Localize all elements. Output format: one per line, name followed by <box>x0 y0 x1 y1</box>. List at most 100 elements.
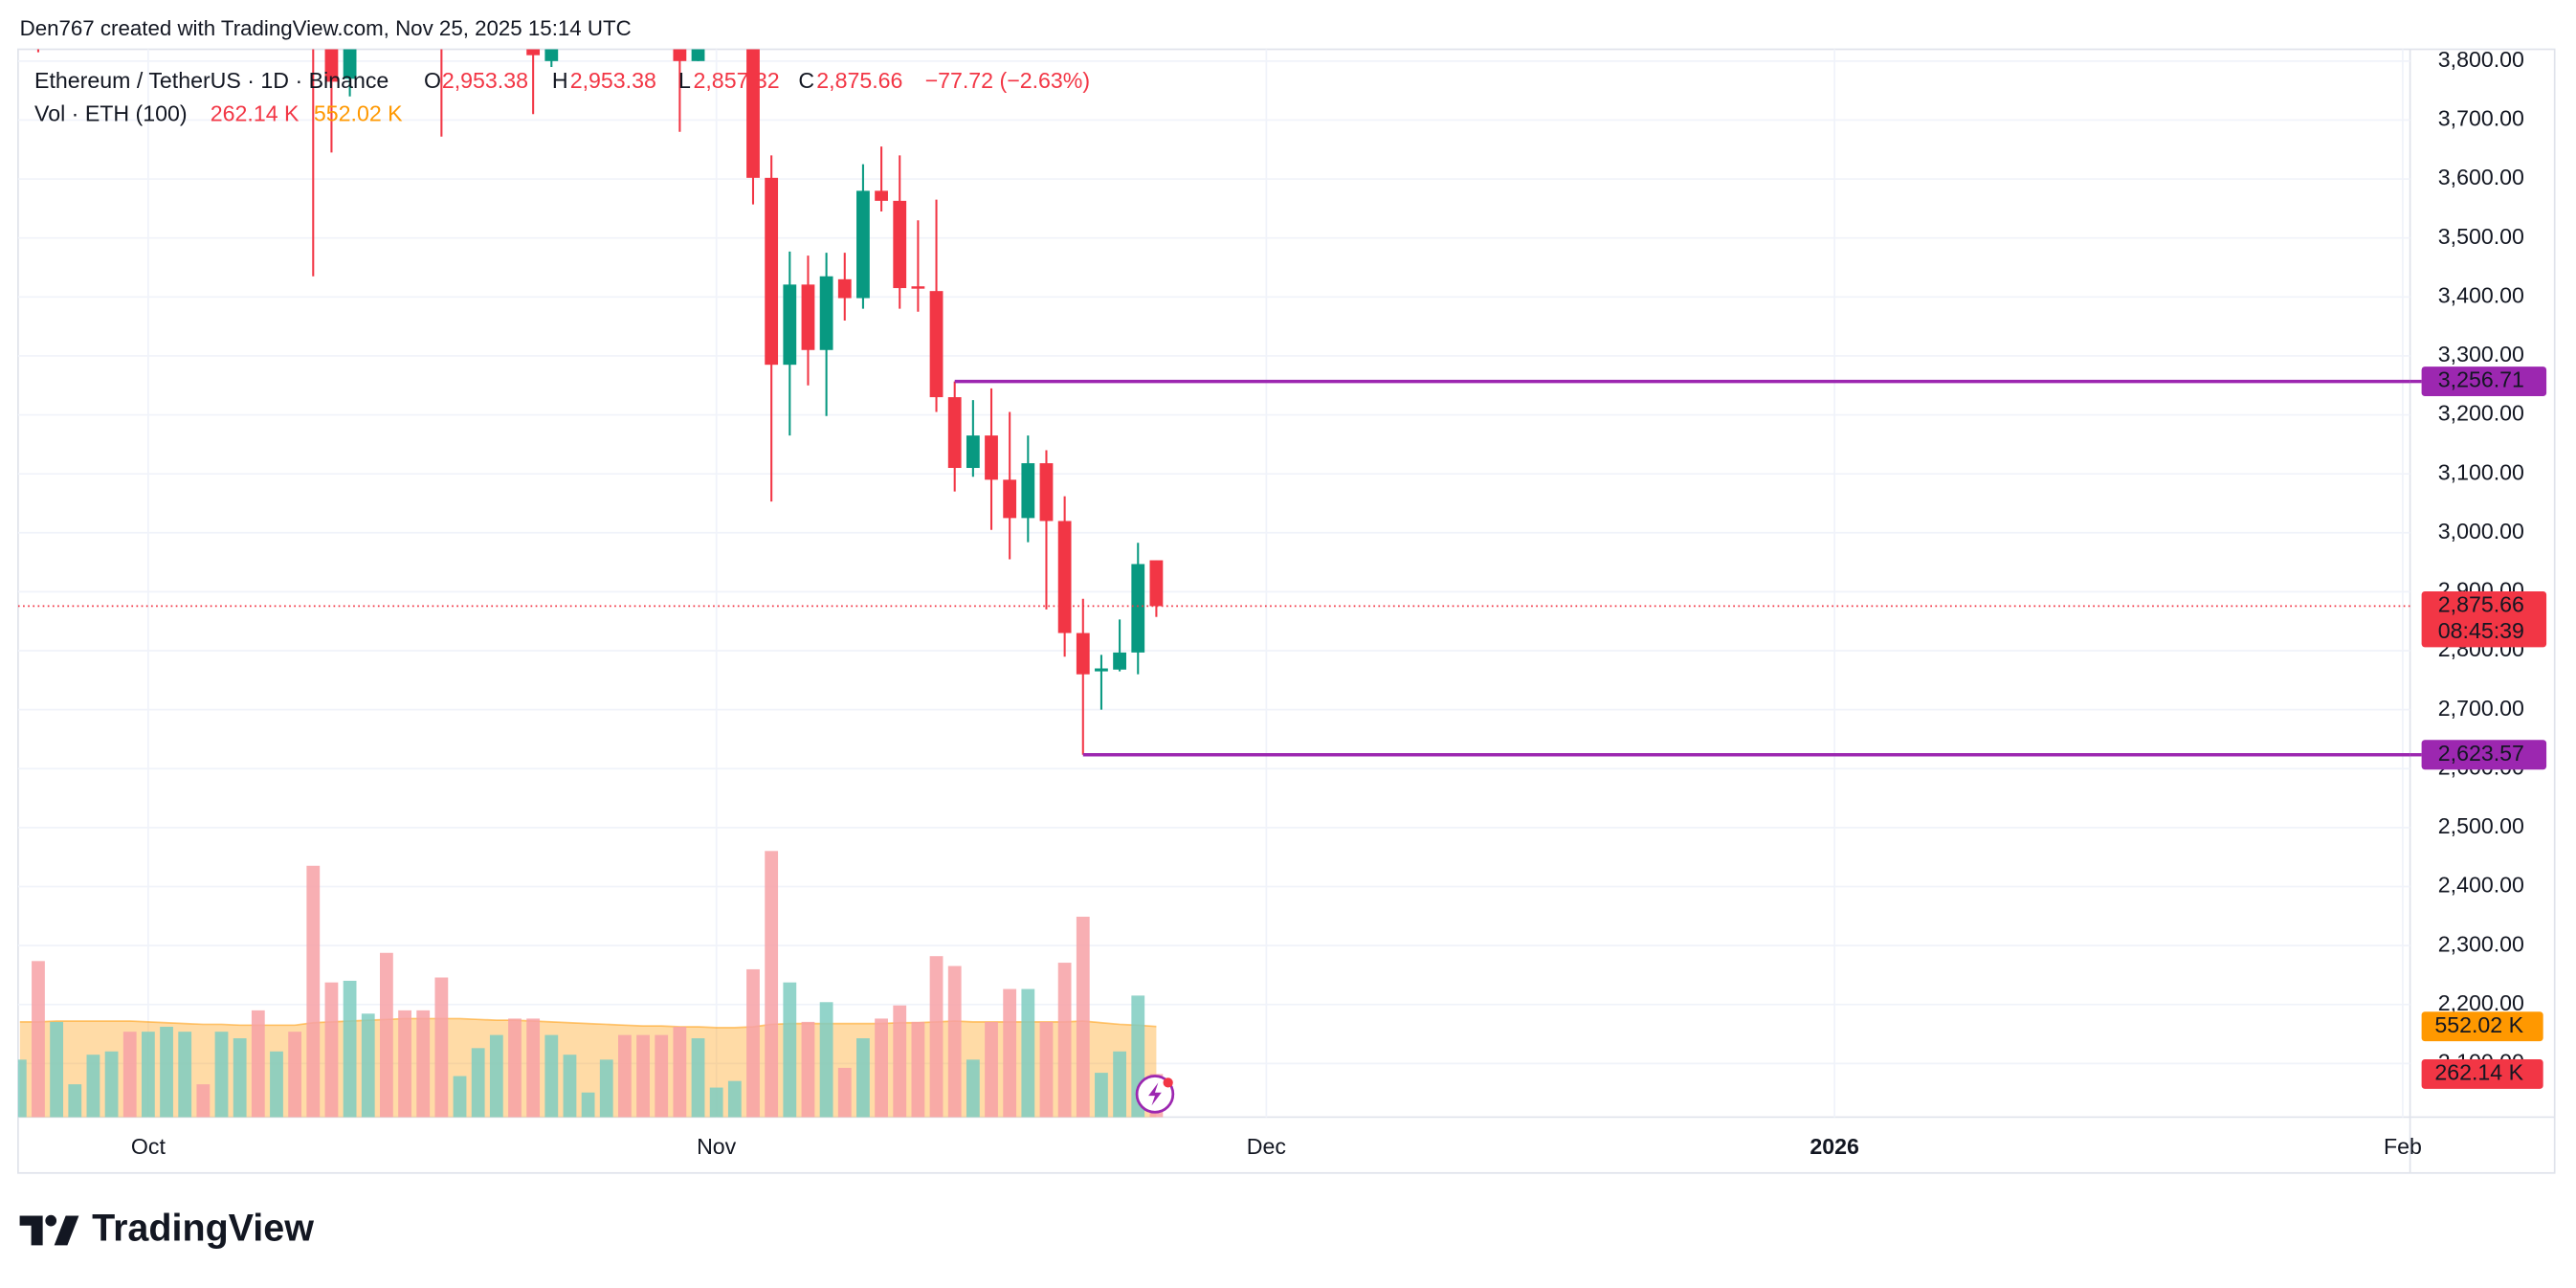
volume-bar <box>343 980 357 1118</box>
candle-body <box>526 49 541 56</box>
candle-body <box>929 291 944 398</box>
candle-body <box>875 190 888 201</box>
candle-body <box>1113 652 1126 670</box>
legend-high: 2,953.38 <box>570 68 656 93</box>
volume-bar <box>581 1092 595 1118</box>
legend-change: −77.72 (−2.63%) <box>925 68 1091 93</box>
volume-bar <box>929 956 944 1118</box>
volume-bar <box>966 1059 980 1118</box>
volume-bar <box>288 1032 302 1118</box>
candle-body <box>544 49 559 61</box>
last-price-badge <box>2421 590 2547 648</box>
x-tick-label: 2026 <box>1810 1134 1859 1159</box>
candle-body <box>837 278 852 299</box>
volume-bar <box>875 1018 888 1118</box>
volume-bar <box>544 1034 559 1118</box>
level-badge <box>2421 740 2547 770</box>
legend-symbol: Ethereum / TetherUS · 1D · Binance <box>34 68 389 93</box>
volume-bar <box>178 1032 192 1118</box>
candle-body <box>1021 463 1035 519</box>
y-tick-label: 2,300.00 <box>2438 931 2524 956</box>
volume-bar <box>801 1021 815 1118</box>
plot-area <box>17 0 2410 757</box>
legend-open: 2,953.38 <box>442 68 528 93</box>
chart-frame <box>17 48 2556 1174</box>
candle-body <box>966 435 980 469</box>
candle-body <box>985 435 998 480</box>
candle-body <box>508 0 522 14</box>
volume-bar <box>453 1076 467 1118</box>
volume-ma-badge <box>2421 1011 2543 1042</box>
volume-badge-label: 262.14 K <box>2434 1060 2523 1085</box>
candle-body <box>783 284 797 366</box>
candle-body <box>1003 479 1017 519</box>
volume-bar <box>104 1051 119 1118</box>
volume-bar <box>673 1027 687 1118</box>
candle-body <box>1057 521 1072 633</box>
volume-bar <box>86 1055 100 1118</box>
volume-bar <box>489 1034 503 1118</box>
volume-bar <box>947 966 962 1118</box>
volume-bar <box>380 952 393 1118</box>
volume-bar <box>618 1034 632 1118</box>
legend-close: 2,875.66 <box>816 68 902 93</box>
volume-bar <box>306 865 321 1118</box>
volume-bar <box>160 1027 173 1118</box>
alert-icon[interactable] <box>1135 1075 1175 1114</box>
candle-body <box>710 14 723 32</box>
volume-bar <box>893 1005 907 1118</box>
volume-ma-line <box>19 1017 1157 1029</box>
volume-bar <box>819 1002 833 1118</box>
candle-body <box>691 49 705 61</box>
y-tick-label: 2,200.00 <box>2438 990 2524 1015</box>
volume-bar <box>746 968 760 1118</box>
legend-low-label: L <box>678 68 691 93</box>
volume-bar <box>471 1048 485 1118</box>
volume-bar <box>50 1021 64 1118</box>
attribution: Den767 created with TradingView.com, Nov… <box>20 16 632 40</box>
volume-bar <box>398 1010 411 1118</box>
volume-bar <box>765 851 779 1118</box>
candle-body <box>324 49 339 82</box>
volume-bar <box>1039 1021 1054 1118</box>
volume-pane <box>17 851 1164 1118</box>
y-tick-label: 3,000.00 <box>2438 519 2524 544</box>
volume-bar <box>1113 1051 1126 1118</box>
level-label: 2,623.57 <box>2438 741 2524 766</box>
x-tick-label: Dec <box>1247 1134 1286 1159</box>
candle-body <box>947 397 962 469</box>
volume-badge <box>2421 1058 2543 1089</box>
y-tick-label: 2,500.00 <box>2438 813 2524 838</box>
volume-bar <box>361 1013 375 1118</box>
candle-body <box>728 8 742 13</box>
y-tick-label: 2,400.00 <box>2438 873 2524 898</box>
volume-bar <box>856 1038 870 1118</box>
candle-body <box>343 49 357 79</box>
volume-bar <box>911 1021 925 1118</box>
volume-bar <box>196 1084 211 1118</box>
volume-bar <box>655 1034 669 1118</box>
y-tick-label: 3,400.00 <box>2438 282 2524 307</box>
volume-bar <box>837 1067 852 1118</box>
candle-body <box>746 49 760 178</box>
volume-bar <box>563 1055 577 1118</box>
legend-low: 2,857.32 <box>694 68 780 93</box>
level-label: 3,256.71 <box>2438 367 2524 392</box>
volume-bar <box>985 1021 998 1118</box>
candle-body <box>472 0 485 8</box>
volume-bar <box>214 1032 229 1118</box>
candle-body <box>893 200 907 289</box>
level-badge <box>2421 366 2547 397</box>
volume-bar <box>32 961 45 1118</box>
volume-bar <box>1021 988 1035 1118</box>
volume-bar <box>416 1010 431 1118</box>
y-tick-label: 3,700.00 <box>2438 106 2524 131</box>
y-tick-label: 2,700.00 <box>2438 696 2524 721</box>
volume-bar <box>324 982 339 1118</box>
y-tick-label: 3,800.00 <box>2438 47 2524 72</box>
volume-bar <box>122 1032 137 1118</box>
volume-bar <box>508 1018 522 1118</box>
volume-bar <box>1076 916 1090 1118</box>
volume-bar <box>727 1080 742 1118</box>
